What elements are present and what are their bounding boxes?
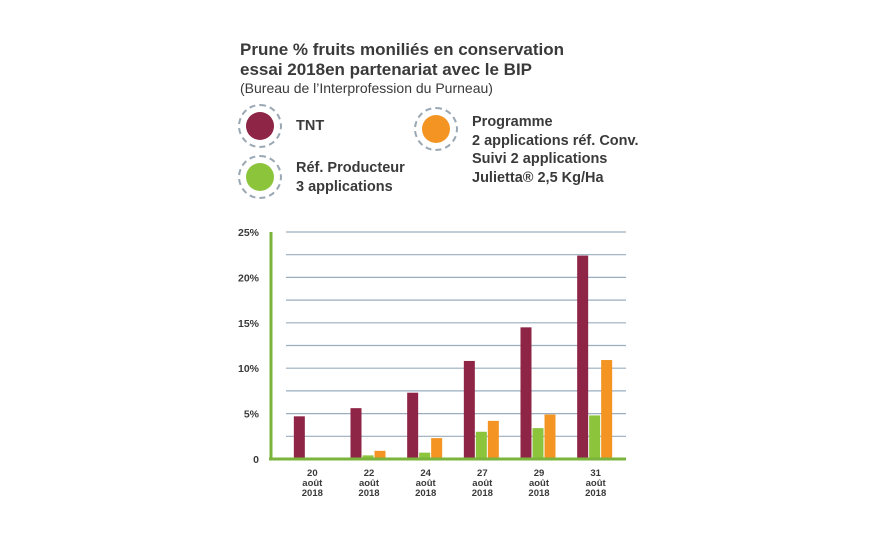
legend-dot-tnt xyxy=(246,112,274,140)
x-tick-label: août xyxy=(416,478,437,489)
x-tick-label: 2018 xyxy=(302,488,323,499)
bar-ref-producteur xyxy=(589,415,601,459)
chart-gridlines xyxy=(286,231,626,437)
x-tick-label: 2018 xyxy=(415,488,436,499)
y-tick-label: 0 xyxy=(253,454,259,466)
bar-ref-producteur xyxy=(475,431,487,459)
chart-title-line-1: Prune % fruits moniliés en conservation xyxy=(240,40,565,59)
x-tick-label: 2018 xyxy=(585,488,606,499)
x-tick-label: 22 xyxy=(364,468,375,479)
x-tick-label: août xyxy=(529,478,550,489)
y-tick-label: 5% xyxy=(244,409,260,421)
bar-ref-producteur xyxy=(532,428,544,459)
bar-programme xyxy=(374,450,386,459)
x-tick-label: 2018 xyxy=(358,488,379,499)
x-tick-label: août xyxy=(586,478,607,489)
y-axis-tick-labels: 0 5% 10% 15% 20% 25% xyxy=(238,227,260,466)
bar-tnt xyxy=(407,392,419,459)
bar-tnt xyxy=(293,416,305,459)
x-tick-label: août xyxy=(359,478,380,489)
y-tick-label: 20% xyxy=(238,272,260,284)
x-tick-label: 29 xyxy=(534,468,545,479)
legend-label-programme: Programme 2 applications réf. Conv. Suiv… xyxy=(472,114,639,186)
x-tick-label: août xyxy=(472,478,493,489)
chart-title-line-2: essai 2018en partenariat avec le BIP xyxy=(240,60,533,79)
x-tick-label: 2018 xyxy=(472,488,493,499)
legend-label-tnt: TNT xyxy=(296,118,325,134)
bar-programme xyxy=(601,360,613,459)
x-tick-label: 31 xyxy=(590,468,601,479)
legend-item-ref-producteur: Réf. Producteur 3 applications xyxy=(238,155,405,199)
bar-tnt xyxy=(577,255,589,459)
legend-swatch-ref-producteur xyxy=(238,155,282,199)
x-tick-label: 27 xyxy=(477,468,488,479)
bar-programme xyxy=(431,438,443,459)
bar-ref-producteur xyxy=(362,455,374,459)
bar-programme xyxy=(544,414,556,459)
legend-swatch-tnt xyxy=(238,104,282,148)
x-tick-label: août xyxy=(302,478,323,489)
legend-item-tnt: TNT xyxy=(238,104,324,148)
legend-dot-ref-producteur xyxy=(246,163,274,191)
x-tick-label: 2018 xyxy=(528,488,549,499)
chart-subtitle: (Bureau de l’Interprofession du Purneau) xyxy=(240,80,493,96)
legend-label-ref-producteur: Réf. Producteur 3 applications xyxy=(296,160,405,195)
y-tick-label: 15% xyxy=(238,318,260,330)
legend-swatch-programme xyxy=(414,107,458,151)
x-axis-tick-labels: 20août201822août201824août201827août2018… xyxy=(302,468,607,499)
bar-ref-producteur xyxy=(419,452,431,459)
bar-tnt xyxy=(463,360,475,459)
bar-tnt xyxy=(350,408,362,459)
y-tick-label: 25% xyxy=(238,227,260,239)
legend-dot-programme xyxy=(422,115,450,143)
x-tick-label: 24 xyxy=(420,468,431,479)
chart-bars xyxy=(293,255,613,459)
bar-tnt xyxy=(520,327,532,459)
bar-programme xyxy=(487,420,499,459)
legend-item-programme: Programme 2 applications réf. Conv. Suiv… xyxy=(414,107,639,187)
x-tick-label: 20 xyxy=(307,468,318,479)
y-tick-label: 10% xyxy=(238,363,260,375)
